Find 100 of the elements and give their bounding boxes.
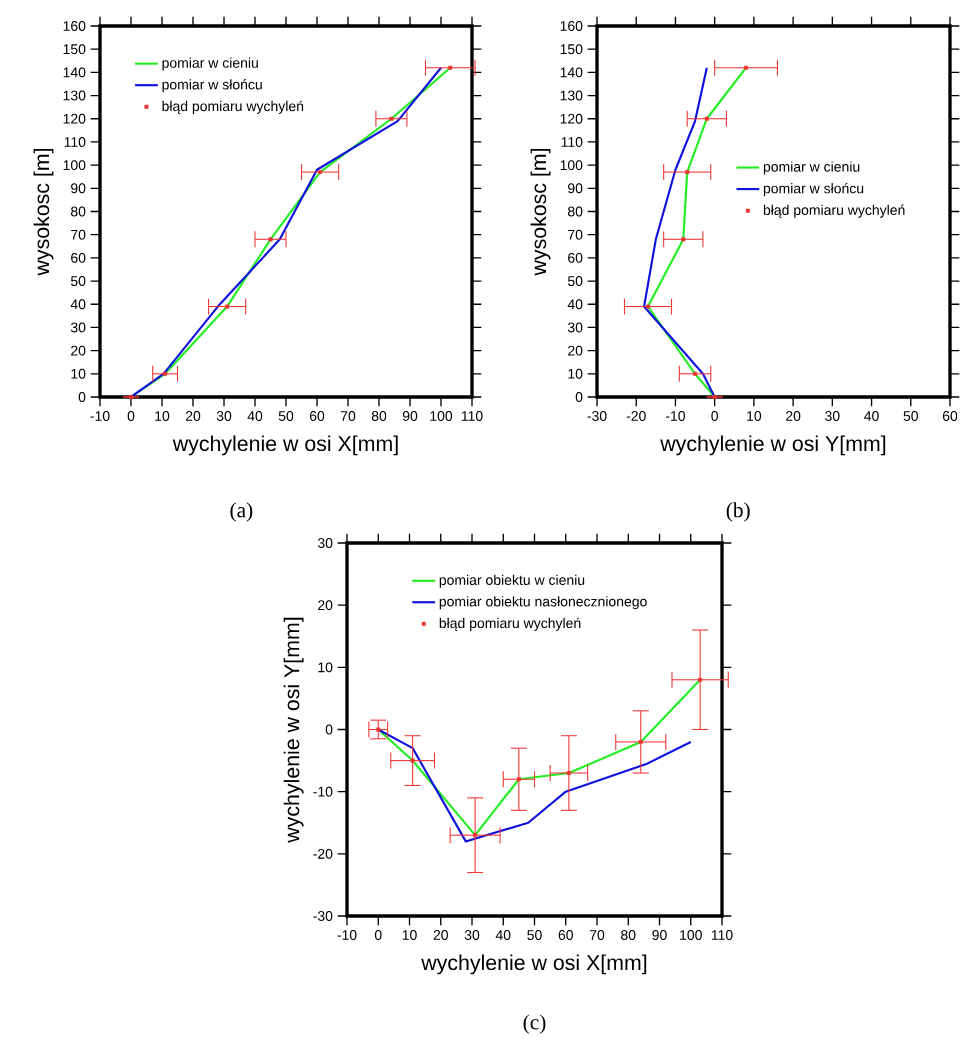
point <box>448 65 453 70</box>
x-tick-label: 10 <box>402 930 417 940</box>
x-tick-label: -10 <box>665 411 686 421</box>
y-tick-label: 0 <box>325 724 333 735</box>
x-tick-label: -30 <box>587 411 607 421</box>
y-tick-label: 0 <box>575 392 583 402</box>
x-tick-label: -10 <box>90 411 110 421</box>
x-tick-label: 70 <box>589 930 605 940</box>
y-tick-label: 70 <box>71 229 86 240</box>
y-tick-label: 120 <box>560 113 583 124</box>
point <box>685 170 690 175</box>
x-tick-label: 20 <box>433 930 448 940</box>
x-tick-label: 0 <box>127 411 135 421</box>
point <box>744 65 749 70</box>
point <box>516 777 521 782</box>
x-tick-label: 110 <box>461 411 483 421</box>
x-tick-label: 50 <box>527 930 542 940</box>
x-tick-label: 20 <box>185 411 201 421</box>
x-axis-title: wychylenie w osi X[mm] <box>421 954 647 975</box>
x-tick-label: -10 <box>337 930 357 940</box>
legend-label: pomiar w cieniu <box>162 57 258 71</box>
point <box>225 304 230 309</box>
y-tick-label: 80 <box>567 206 583 217</box>
point <box>693 371 698 376</box>
y-tick-label: 100 <box>560 160 583 171</box>
y-tick-label: 10 <box>568 368 583 379</box>
legend-label: błąd pomiaru wychyleń <box>763 204 905 218</box>
x-tick-label: 20 <box>786 411 801 421</box>
y-tick-label: 130 <box>63 90 86 101</box>
y-tick-label: 50 <box>567 276 583 287</box>
point <box>389 116 394 121</box>
y-tick-label: 20 <box>318 600 333 611</box>
x-tick-label: 80 <box>371 411 387 421</box>
point <box>698 677 703 682</box>
x-tick-label: 10 <box>747 411 762 421</box>
point <box>473 833 478 838</box>
y-tick-label: 150 <box>63 44 86 55</box>
y-tick-label: 30 <box>70 322 86 333</box>
y-tick-label: 20 <box>568 345 583 356</box>
x-tick-label: 30 <box>464 930 480 940</box>
y-tick-label: 90 <box>568 183 583 194</box>
point <box>681 237 686 242</box>
y-tick-label: -20 <box>313 848 333 859</box>
x-axis-title: wychylenie w osi X[mm] <box>172 435 398 456</box>
y-tick-label: 10 <box>71 368 86 379</box>
y-tick-label: 140 <box>560 67 583 78</box>
x-tick-label: 50 <box>903 411 919 421</box>
y-tick-label: -10 <box>313 786 333 797</box>
y-tick-label: 110 <box>561 136 583 147</box>
y-tick-label: 60 <box>568 252 583 263</box>
x-tick-label: 30 <box>216 411 232 421</box>
x-tick-label: 40 <box>247 411 263 421</box>
point <box>638 739 643 744</box>
point <box>268 237 273 242</box>
x-tick-label: 110 <box>711 930 733 940</box>
y-tick-label: 60 <box>71 252 86 263</box>
legend-label: pomiar w słońcu <box>162 79 262 93</box>
y-tick-label: 0 <box>78 392 86 402</box>
point <box>566 771 571 776</box>
y-tick-label: 80 <box>70 206 86 217</box>
y-tick-label: 10 <box>318 662 333 673</box>
legend-label: błąd pomiaru wychyleń <box>439 617 581 631</box>
y-tick-label: -30 <box>313 911 333 921</box>
y-tick-label: 90 <box>71 183 86 194</box>
y-tick-label: 50 <box>70 276 86 287</box>
text: (a) <box>230 502 253 522</box>
y-axis-title: wychylenie w osi Y[mm] <box>283 617 304 843</box>
point <box>376 727 381 732</box>
point <box>645 304 650 309</box>
y-tick-label: 40 <box>567 299 583 310</box>
x-tick-label: 100 <box>430 411 453 421</box>
text: (c) <box>523 1014 546 1034</box>
x-tick-label: 80 <box>621 930 636 940</box>
x-tick-label: 10 <box>155 411 170 421</box>
x-tick-label: 70 <box>340 411 356 421</box>
y-tick-label: 100 <box>63 160 86 171</box>
y-tick-label: 30 <box>567 322 583 333</box>
y-tick-label: 120 <box>63 113 86 124</box>
x-tick-label: 40 <box>495 930 511 940</box>
y-axis-title: wysokosc [m] <box>33 149 54 276</box>
x-tick-label: 90 <box>652 930 667 940</box>
x-axis-title: wychylenie w osi Y[mm] <box>660 435 886 456</box>
legend-label: pomiar obiektu nasłonecznionego <box>439 596 647 610</box>
y-tick-label: 160 <box>560 21 583 31</box>
legend-label: pomiar w słońcu <box>763 182 864 197</box>
x-tick-label: 40 <box>864 411 879 421</box>
y-tick-label: 160 <box>63 21 86 31</box>
legend-label: błąd pomiaru wychyleń <box>162 100 304 114</box>
legend-label: pomiar w cieniu <box>763 161 860 175</box>
x-tick-label: 0 <box>711 411 719 421</box>
point <box>163 371 168 376</box>
x-tick-label: -20 <box>626 411 646 421</box>
y-tick-label: 150 <box>560 44 583 55</box>
y-tick-label: 140 <box>63 67 86 78</box>
y-tick-label: 130 <box>560 90 583 101</box>
x-tick-label: 60 <box>942 411 958 421</box>
y-tick-label: 110 <box>64 136 86 147</box>
x-tick-label: 100 <box>680 930 702 940</box>
point <box>410 758 415 763</box>
x-tick-label: 90 <box>402 411 418 421</box>
